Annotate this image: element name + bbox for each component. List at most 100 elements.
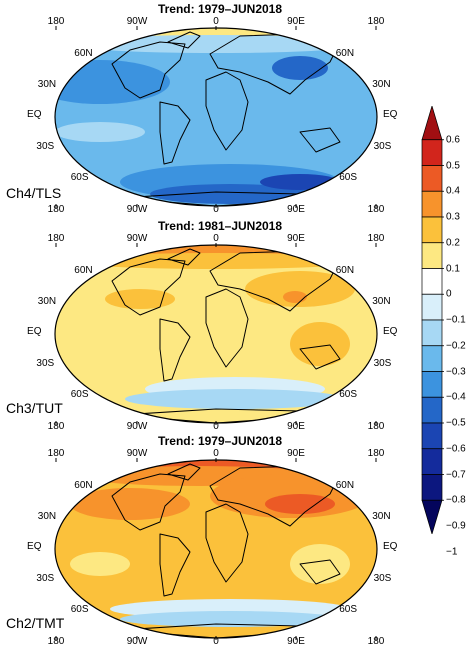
lon-label: 90W — [126, 233, 148, 244]
lon-label: 180 — [367, 204, 385, 215]
lat-label-right: 60S — [339, 389, 358, 400]
coastline — [299, 127, 341, 153]
lat-label-left: EQ — [27, 326, 42, 337]
lat-label-left: 30S — [36, 358, 55, 369]
colorbar-tick-label: 0.2 — [446, 237, 460, 249]
coastline — [159, 318, 191, 382]
lat-label-right: EQ — [382, 326, 398, 337]
lon-label: 180 — [47, 16, 65, 27]
lat-label-right: 60N — [335, 480, 355, 491]
map-panel-tut: Trend: 1981–JUN2018 180 90W 0 90E 180 180 90W 0… — [0, 219, 400, 434]
lon-label: 90E — [287, 16, 305, 27]
colorbar-tick-label: −0.4 — [446, 391, 466, 403]
colorbar-tick-label: −0.2 — [446, 340, 466, 352]
coastline — [205, 71, 249, 151]
lon-label: 90W — [126, 421, 148, 432]
lon-label: 0 — [213, 204, 219, 215]
colorbar-tick-label: −0.7 — [446, 469, 466, 480]
map-canvas — [54, 458, 378, 640]
lon-label: 0 — [213, 233, 219, 244]
colorbar-tick-label: 0 — [446, 288, 452, 300]
lon-label: 180 — [367, 636, 385, 647]
coastline — [111, 473, 186, 531]
lon-label: 180 — [47, 233, 65, 244]
lon-label: 0 — [213, 636, 219, 647]
lat-label-left: 60N — [74, 48, 93, 59]
lat-label-left: 30N — [37, 79, 57, 90]
colorbar-tick-label: 0.1 — [446, 263, 460, 274]
colorbar-segment — [421, 268, 443, 295]
coastline — [111, 41, 186, 99]
colorbar-tick-label: −0.6 — [446, 443, 466, 455]
colorbar-segment — [421, 165, 443, 192]
lon-label: 90W — [126, 636, 148, 647]
channel-label-tut: Ch3/TUT — [6, 400, 63, 416]
coastline — [167, 31, 201, 49]
lat-label-right: 60S — [339, 172, 358, 183]
lat-label-left: 60S — [70, 172, 89, 183]
coastline — [159, 533, 191, 597]
lat-label-right: 60N — [335, 265, 355, 276]
channel-label-tls: Ch4/TLS — [6, 185, 62, 201]
lat-label-left: EQ — [27, 541, 42, 552]
colorbar-tick-label: −0.3 — [446, 366, 466, 377]
lat-label-right: EQ — [382, 541, 398, 552]
colorbar-segment — [421, 190, 443, 218]
channel-label-tmt: Ch2/TMT — [6, 615, 65, 631]
lon-label: 180 — [47, 421, 65, 432]
colorbar-tick-label: −0.1 — [446, 314, 466, 326]
lat-label-left: 30S — [36, 141, 55, 152]
lon-label: 180 — [367, 16, 385, 27]
lon-label: 90E — [287, 636, 305, 647]
coastline — [205, 288, 249, 368]
lat-label-left: 60S — [70, 389, 89, 400]
colorbar-segment — [421, 396, 443, 424]
lat-label-left: 30N — [37, 296, 57, 307]
lat-label-right: 60N — [335, 48, 355, 59]
colorbar-segment — [421, 474, 443, 501]
colorbar-segment — [421, 345, 443, 372]
lat-label-right: 30N — [372, 296, 391, 307]
map-panel-tls: Trend: 1979–JUN2018 180 90W 0 90E 180 180 90W 0… — [0, 2, 400, 217]
lat-label-right: 30N — [372, 79, 391, 90]
lat-label-right: 30S — [373, 141, 392, 152]
coastline — [205, 503, 249, 583]
lon-label: 180 — [367, 448, 385, 459]
lat-label-left: 30S — [36, 573, 55, 584]
lon-label: 90W — [126, 204, 148, 215]
lat-label-left: EQ — [27, 109, 42, 120]
lon-label: 180 — [47, 636, 65, 647]
colorbar-tick-label: −0.9 — [446, 520, 466, 532]
colorbar-tick-label: −0.5 — [446, 417, 466, 429]
lon-label: 180 — [47, 204, 65, 215]
lon-label: 90E — [287, 448, 305, 459]
colorbar-segment — [421, 106, 443, 141]
colorbar-tick-label: −1 — [446, 546, 458, 558]
map-title: Trend: 1981–JUN2018 — [157, 219, 283, 233]
map-title: Trend: 1979–JUN2018 — [157, 434, 283, 448]
lon-label: 0 — [213, 16, 219, 27]
lat-label-right: 30S — [373, 358, 392, 369]
map-canvas — [54, 26, 378, 208]
colorbar-segment — [421, 319, 443, 347]
lon-label: 90E — [287, 421, 305, 432]
coastline — [111, 258, 186, 316]
map-title: Trend: 1979–JUN2018 — [157, 2, 283, 16]
coastline — [167, 248, 201, 266]
coastline — [299, 559, 341, 585]
colorbar — [421, 106, 444, 534]
colorbar-segment — [421, 371, 443, 398]
colorbar-segment — [421, 499, 443, 534]
lat-label-right: EQ — [382, 109, 398, 120]
colorbar-segment — [421, 422, 443, 450]
lon-label: 180 — [47, 448, 65, 459]
colorbar-segment — [421, 242, 443, 269]
lon-label: 0 — [213, 448, 219, 459]
colorbar-tick-label: −0.8 — [446, 494, 466, 506]
colorbar-segment — [421, 448, 443, 475]
colorbar-tick-label: 0.5 — [446, 160, 460, 171]
map-canvas — [54, 243, 378, 425]
lon-label: 90W — [126, 448, 148, 459]
colorbar-segment — [421, 293, 443, 321]
lat-label-right: 30N — [372, 511, 391, 522]
